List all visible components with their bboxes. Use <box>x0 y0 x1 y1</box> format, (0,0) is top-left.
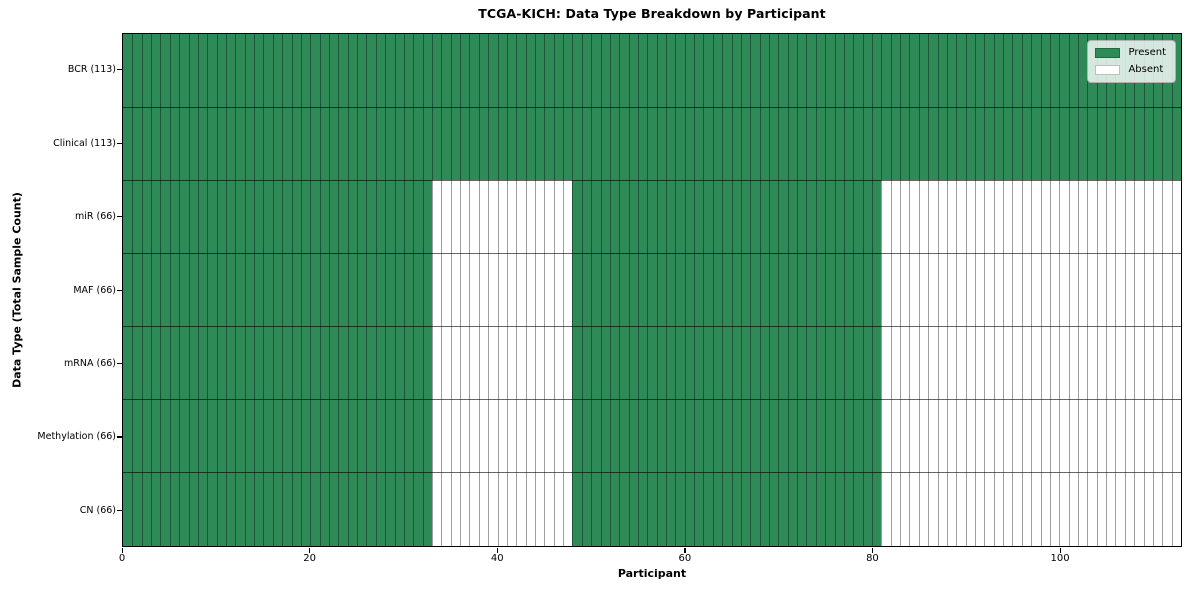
absent-swatch-icon <box>1095 65 1121 75</box>
heatmap-row <box>123 253 1181 327</box>
heatmap-row <box>123 326 1181 400</box>
y-axis-label: Data Type (Total Sample Count) <box>10 192 24 388</box>
present-segment <box>572 326 882 400</box>
legend-label-present: Present <box>1128 47 1166 58</box>
present-swatch-icon <box>1095 48 1121 58</box>
plot-area: Present Absent <box>122 33 1182 547</box>
present-segment <box>123 253 432 327</box>
x-tick-mark <box>121 548 123 553</box>
x-tick-mark <box>684 548 686 553</box>
legend-item-present: Present <box>1095 47 1166 59</box>
present-segment <box>572 399 882 473</box>
y-tick-label: Methylation (66) <box>37 431 116 443</box>
present-segment <box>123 399 432 473</box>
x-axis-label: Participant <box>617 567 687 580</box>
present-segment <box>572 472 882 546</box>
x-tick-label: 100 <box>1050 553 1070 564</box>
heatmap-row <box>123 107 1181 181</box>
heatmap-row <box>123 472 1181 546</box>
present-segment <box>123 34 1181 108</box>
present-segment <box>572 180 882 254</box>
x-tick-mark <box>309 548 311 553</box>
heatmap-row <box>123 180 1181 254</box>
x-tick-label: 40 <box>490 553 504 564</box>
x-tick-label: 80 <box>866 553 879 564</box>
present-segment <box>123 326 432 400</box>
heatmap-row <box>123 399 1181 473</box>
x-tick-mark <box>1059 548 1061 553</box>
x-tick-label: 20 <box>303 553 316 564</box>
present-segment <box>123 180 432 254</box>
present-segment <box>123 472 432 546</box>
legend: Present Absent <box>1087 40 1176 83</box>
present-segment <box>572 253 882 327</box>
x-tick-mark <box>496 548 498 553</box>
y-tick-label: CN (66) <box>79 504 116 516</box>
heatmap-grid <box>123 34 1181 546</box>
heatmap-row <box>123 34 1181 108</box>
chart-title: TCGA-KICH: Data Type Breakdown by Partic… <box>478 6 826 21</box>
y-tick-label: BCR (113) <box>67 64 116 76</box>
legend-label-absent: Absent <box>1128 64 1164 75</box>
legend-item-absent: Absent <box>1095 64 1166 76</box>
x-tick-label: 0 <box>118 553 126 564</box>
y-tick-label: Clinical (113) <box>53 137 116 149</box>
x-tick-mark <box>871 548 874 553</box>
x-tick-label: 60 <box>678 553 692 564</box>
present-segment <box>123 107 1181 181</box>
